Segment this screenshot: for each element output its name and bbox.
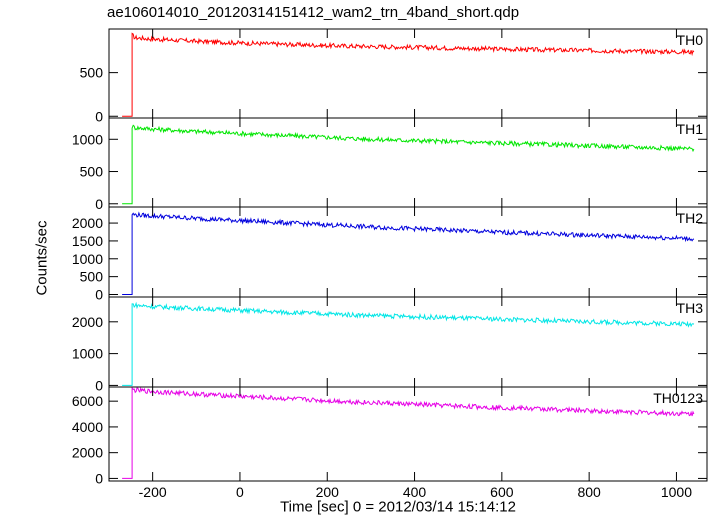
y-tick-label: 1000: [72, 251, 103, 267]
y-tick-label: 2000: [72, 215, 103, 231]
series-line-th0: [122, 32, 695, 117]
series-line-th0123: [122, 386, 695, 479]
y-tick-label: 0: [95, 287, 103, 303]
series-line-th2: [122, 211, 695, 295]
panel-frame: [108, 206, 708, 298]
y-tick-label: 2000: [72, 445, 103, 461]
y-tick-label: 0: [95, 470, 103, 486]
panel-frame: [108, 296, 708, 388]
x-tick-label: 400: [403, 484, 427, 500]
series-line-th3: [122, 301, 695, 386]
panel-th0: 0 500 TH0: [80, 28, 708, 124]
y-tick-label: 0: [95, 108, 103, 124]
y-tick-label: 0: [95, 196, 103, 212]
x-tick-label: 1000: [661, 484, 692, 500]
y-tick-label: 2000: [72, 314, 103, 330]
series-line-th1: [122, 124, 695, 205]
panel-th1: 0 500 1000 TH1: [72, 117, 708, 212]
series-label-th3: TH3: [677, 300, 704, 316]
y-tick-label: 500: [80, 269, 104, 285]
x-tick-label: 600: [490, 484, 514, 500]
y-tick-label: 500: [80, 164, 104, 180]
series-label-th2: TH2: [677, 210, 704, 226]
y-tick-label: 1500: [72, 233, 103, 249]
y-tick-label: 500: [80, 65, 104, 81]
x-axis-label: Time [sec] 0 = 2012/03/14 15:14:12: [280, 498, 516, 516]
y-axis-label: Counts/sec: [33, 220, 51, 296]
x-tick-label: 200: [316, 484, 340, 500]
y-tick-label: 1000: [72, 131, 103, 147]
panel-th2: 0 500 1000 1500 2000 TH2: [72, 206, 708, 303]
y-tick-label: 6000: [72, 393, 103, 409]
x-tick-label: -200: [139, 484, 167, 500]
y-tick-label: 0: [95, 377, 103, 393]
panel-th0123: 0 2000 4000 6000 -200 0 200 400 600 800 1000 TH0123: [72, 386, 708, 500]
chart-title: ae106014010_20120314151412_wam2_trn_4ban…: [107, 4, 520, 21]
y-tick-label: 1000: [72, 346, 103, 362]
y-tick-label: 4000: [72, 419, 103, 435]
series-label-th0: TH0: [677, 32, 704, 48]
series-label-th1: TH1: [677, 121, 704, 137]
panel-frame: [108, 386, 708, 482]
series-label-th0123: TH0123: [653, 390, 703, 406]
x-tick-label: 0: [236, 484, 244, 500]
x-tick-label: 800: [577, 484, 601, 500]
panel-th3: 0 1000 2000 TH3: [72, 296, 708, 393]
